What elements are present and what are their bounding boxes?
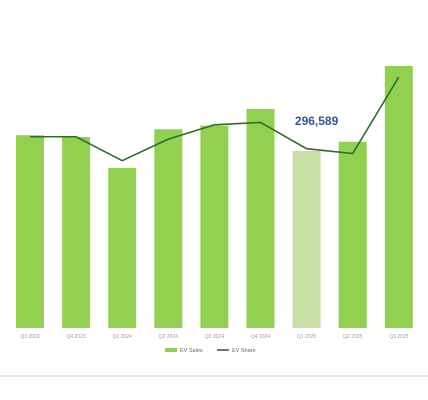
x-tick-label: Q1 2025 xyxy=(297,334,316,340)
plot: Q3 2023 Q4 2023 Q1 2024 Q2 2024 Q3 2024 Q4 20… xyxy=(16,66,413,340)
data-label: 296,589 xyxy=(295,114,339,128)
x-tick-label: Q3 2025 xyxy=(389,334,408,340)
legend-swatch xyxy=(165,348,177,352)
bar xyxy=(62,137,91,328)
x-tick-label: Q3 2023 xyxy=(20,334,39,340)
bar xyxy=(200,125,229,328)
bar xyxy=(108,168,137,328)
legend: EV Sales EV Share xyxy=(165,348,256,354)
legend-label: EV Sales xyxy=(180,348,203,354)
bar xyxy=(16,135,44,328)
x-tick-label: Q1 2024 xyxy=(113,334,132,340)
bar xyxy=(384,66,413,328)
legend-label: EV Share xyxy=(232,348,256,354)
bar xyxy=(246,108,275,328)
x-tick-label: Q4 2023 xyxy=(67,334,86,340)
x-tick-label: Q4 2024 xyxy=(251,334,270,340)
x-tick-label: Q3 2024 xyxy=(205,334,224,340)
bar xyxy=(338,141,367,328)
x-tick-label: Q2 2024 xyxy=(159,334,178,340)
line xyxy=(30,76,400,162)
bar xyxy=(292,150,321,328)
bar xyxy=(154,129,183,328)
x-tick-label: Q2 2025 xyxy=(343,334,362,340)
